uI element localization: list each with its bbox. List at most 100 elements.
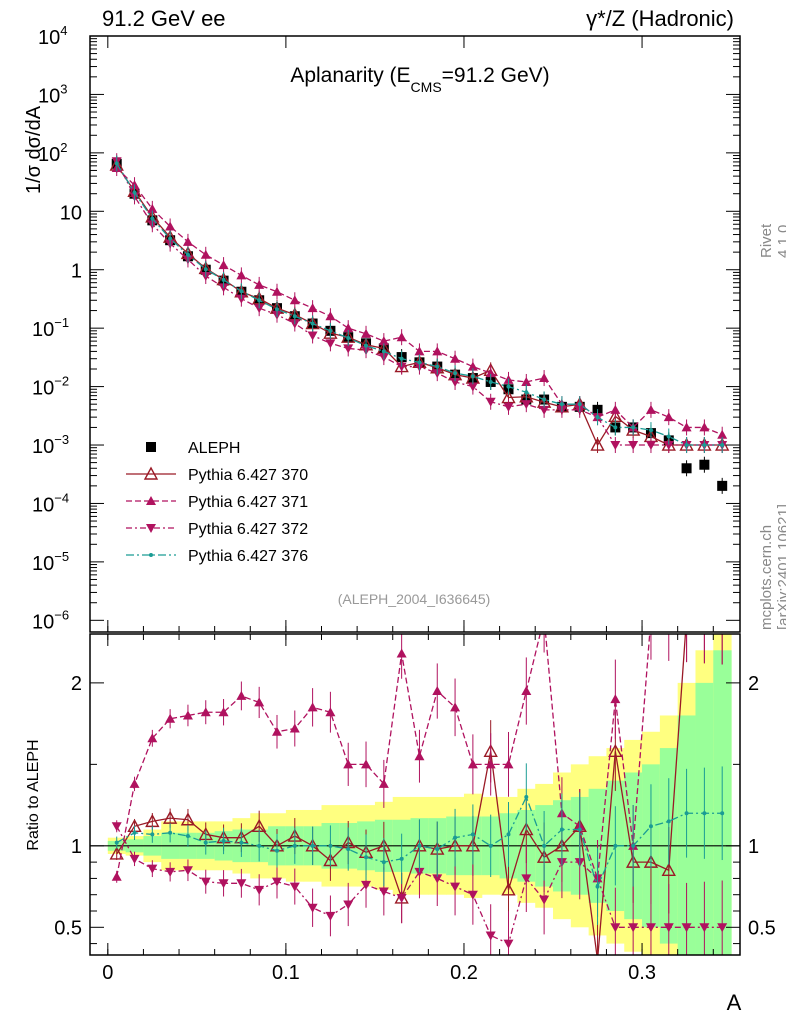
ratio-point bbox=[435, 847, 440, 852]
main-series-line bbox=[116, 167, 723, 436]
ratio-point bbox=[165, 713, 176, 723]
ratio-point bbox=[325, 707, 336, 717]
ratio-point bbox=[254, 885, 265, 895]
main-point bbox=[289, 295, 300, 305]
ratio-point bbox=[218, 707, 229, 717]
ratio-point bbox=[396, 648, 407, 658]
ratio-point bbox=[681, 923, 692, 933]
ratio-tick-label-right: 2 bbox=[748, 673, 759, 695]
ratio-point bbox=[325, 911, 336, 921]
ratio-point bbox=[289, 882, 300, 892]
ratio-point bbox=[417, 843, 422, 848]
y-tick-label: 104 bbox=[38, 23, 67, 49]
ratio-point bbox=[432, 686, 443, 696]
main-point bbox=[645, 441, 656, 451]
ratio-point bbox=[289, 723, 300, 733]
ratio-point bbox=[717, 613, 727, 622]
ratio-point bbox=[485, 931, 496, 941]
main-point bbox=[378, 336, 389, 346]
y-tick-label: 10−4 bbox=[32, 490, 69, 516]
ratio-point bbox=[608, 743, 623, 758]
main-point bbox=[396, 332, 407, 342]
ratio-point bbox=[165, 867, 176, 877]
main-point bbox=[450, 377, 461, 387]
main-point bbox=[307, 331, 318, 341]
main-point bbox=[631, 425, 636, 430]
main-point bbox=[702, 443, 707, 448]
ratio-point bbox=[378, 887, 389, 897]
ratio-point bbox=[271, 726, 282, 736]
main-point bbox=[684, 443, 689, 448]
ratio-point bbox=[645, 923, 656, 933]
main-point bbox=[328, 328, 333, 333]
main-point bbox=[595, 415, 600, 420]
legend-label: Pythia 6.427 371 bbox=[188, 494, 308, 511]
y-axis-label: 1/σ dσ/dA bbox=[23, 105, 45, 194]
ratio-tick-label-right: 0.5 bbox=[748, 917, 776, 939]
y-tick-label: 10−1 bbox=[32, 315, 69, 341]
main-series-line bbox=[116, 164, 723, 447]
y-tick-label: 102 bbox=[38, 140, 67, 166]
main-series-line bbox=[116, 160, 723, 446]
ratio-point bbox=[111, 871, 122, 881]
ratio-point bbox=[506, 832, 511, 837]
ratio-point bbox=[661, 862, 676, 876]
main-point bbox=[218, 260, 229, 270]
y-tick-label: 10−2 bbox=[32, 374, 69, 400]
main-point bbox=[521, 376, 532, 386]
ratio-point bbox=[414, 751, 425, 761]
ratio-point bbox=[162, 810, 178, 824]
main-point bbox=[539, 373, 550, 383]
ratio-point bbox=[399, 856, 404, 861]
legend-marker bbox=[146, 524, 156, 533]
main-point bbox=[485, 368, 496, 378]
ratio-point bbox=[364, 855, 369, 860]
main-point bbox=[165, 221, 176, 231]
ratio-point bbox=[702, 811, 707, 816]
main-point bbox=[542, 397, 547, 402]
ratio-point bbox=[613, 843, 618, 848]
main-point bbox=[271, 286, 282, 296]
ratio-point bbox=[716, 612, 728, 623]
main-point bbox=[343, 323, 354, 333]
ratio-point bbox=[361, 759, 372, 769]
main-point bbox=[681, 463, 692, 474]
legend-entry: Pythia 6.427 371 bbox=[126, 494, 308, 511]
main-point bbox=[699, 422, 710, 432]
ratio-point bbox=[539, 895, 550, 905]
x-tick-label: 0 bbox=[102, 962, 113, 984]
main-point bbox=[559, 402, 564, 407]
main-point bbox=[292, 314, 297, 319]
main-point bbox=[645, 404, 656, 414]
ratio-point bbox=[236, 879, 247, 889]
main-point bbox=[254, 279, 265, 289]
y-tick-label: 10−3 bbox=[32, 432, 69, 458]
x-tick-label: 0.2 bbox=[450, 962, 478, 984]
ratio-point bbox=[467, 759, 478, 769]
x-tick-label: 0.1 bbox=[272, 962, 300, 984]
ratio-point bbox=[257, 843, 262, 848]
ratio-point bbox=[346, 847, 351, 852]
main-point bbox=[381, 349, 386, 354]
main-point bbox=[467, 382, 478, 392]
ratio-point bbox=[664, 613, 674, 622]
legend-entry: ALEPH bbox=[146, 440, 240, 457]
main-point bbox=[488, 379, 493, 384]
main-point bbox=[168, 236, 173, 241]
main-point bbox=[699, 459, 710, 470]
main-point bbox=[610, 441, 621, 451]
main-series-line bbox=[116, 163, 723, 446]
ratio-point bbox=[343, 759, 354, 769]
main-point bbox=[343, 344, 354, 354]
ratio-point bbox=[577, 827, 582, 832]
main-point bbox=[524, 390, 529, 395]
ratio-point bbox=[521, 686, 532, 696]
ratio-point bbox=[328, 843, 333, 848]
legend-label: ALEPH bbox=[188, 440, 240, 457]
y-tick-label: 10 bbox=[60, 202, 82, 224]
main-point bbox=[717, 480, 728, 491]
main-point bbox=[521, 400, 532, 410]
ratio-point bbox=[378, 778, 389, 788]
main-point bbox=[417, 360, 422, 365]
y-tick-label: 103 bbox=[38, 81, 67, 107]
